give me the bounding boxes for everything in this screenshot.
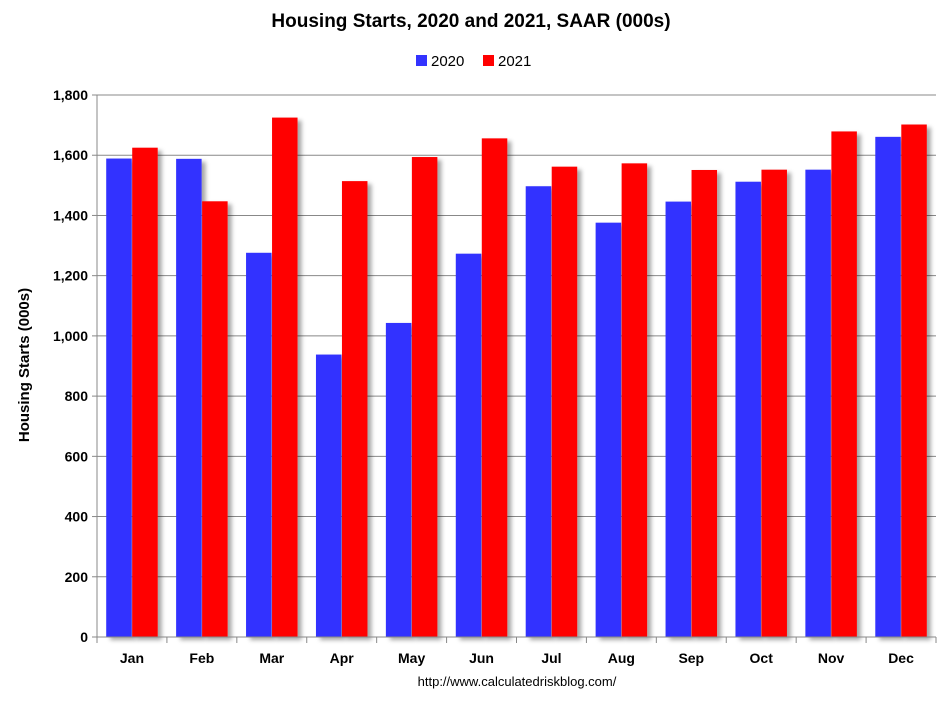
x-tick-labels: Jan Feb Mar Apr May Jun Jul Aug Sep Oct Nov Dec xyxy=(96,637,937,666)
x-tick-label: Apr xyxy=(330,650,355,666)
y-tick-label: 0 xyxy=(80,629,88,645)
x-tick-label: Aug xyxy=(608,650,635,666)
bar-2020-sep xyxy=(665,201,692,638)
x-tick-label: Feb xyxy=(189,650,214,666)
bar-2020-mar xyxy=(246,252,272,637)
y-tick-label: 200 xyxy=(65,569,89,585)
gridlines xyxy=(97,94,936,578)
bar-2021-apr xyxy=(341,181,368,637)
bar-2020-may xyxy=(385,322,412,637)
bar-2021-jul xyxy=(551,166,578,638)
bar-2021-jan xyxy=(132,147,158,637)
y-tick-label: 1,800 xyxy=(53,87,88,103)
bar-2021-may xyxy=(411,157,438,638)
x-tick-label: Jul xyxy=(541,650,561,666)
bar-2020-jan xyxy=(106,158,132,638)
bar-2020-oct xyxy=(735,181,761,637)
bar-2020-feb xyxy=(176,158,202,637)
legend-label-2020: 2020 xyxy=(431,53,464,70)
y-tick-label: 1,600 xyxy=(53,147,88,163)
bar-2021-sep xyxy=(691,169,718,637)
bar-2021-mar xyxy=(272,117,298,638)
y-tick-label: 600 xyxy=(65,448,89,464)
x-tick-label: Oct xyxy=(750,650,774,666)
legend-swatch-2020 xyxy=(416,55,427,66)
y-tick-label: 1,200 xyxy=(53,268,88,284)
legend-swatch-2021 xyxy=(483,55,494,66)
x-tick-label: Mar xyxy=(259,650,284,666)
legend-label-2021: 2021 xyxy=(498,53,531,70)
bar-2021-jun xyxy=(481,138,508,638)
chart-title: Housing Starts, 2020 and 2021, SAAR (000… xyxy=(271,11,670,32)
bar-2021-feb xyxy=(202,201,228,637)
y-axis-title: Housing Starts (000s) xyxy=(16,288,33,442)
bar-2020-nov xyxy=(805,169,831,638)
bars xyxy=(106,117,927,638)
bar-2021-dec xyxy=(901,124,927,637)
y-tick-label: 1,000 xyxy=(53,328,88,344)
chart-legend: 2020 2021 xyxy=(416,53,531,70)
x-tick-label: Jan xyxy=(120,650,144,666)
bar-2020-jul xyxy=(525,186,552,637)
bar-2021-aug xyxy=(621,163,648,637)
x-tick-label: Nov xyxy=(818,650,845,666)
x-tick-label: Sep xyxy=(678,650,704,666)
bar-2020-dec xyxy=(875,136,901,638)
y-tick-label: 1,400 xyxy=(53,207,88,223)
bar-2021-nov xyxy=(831,131,857,637)
y-tick-label: 400 xyxy=(65,509,89,525)
bar-2020-jun xyxy=(455,253,482,638)
bar-2020-aug xyxy=(595,222,622,637)
x-tick-label: Dec xyxy=(888,650,914,666)
y-tick-label: 800 xyxy=(65,388,89,404)
source-url: http://www.calculatedriskblog.com/ xyxy=(418,674,617,689)
x-tick-label: Jun xyxy=(469,650,494,666)
y-tick-labels: 0 200 400 600 800 1,000 1,200 1,400 1,600 1,800 xyxy=(53,87,97,645)
x-tick-label: May xyxy=(398,650,425,666)
bar-2021-oct xyxy=(761,169,787,638)
bar-2020-apr xyxy=(315,354,342,637)
